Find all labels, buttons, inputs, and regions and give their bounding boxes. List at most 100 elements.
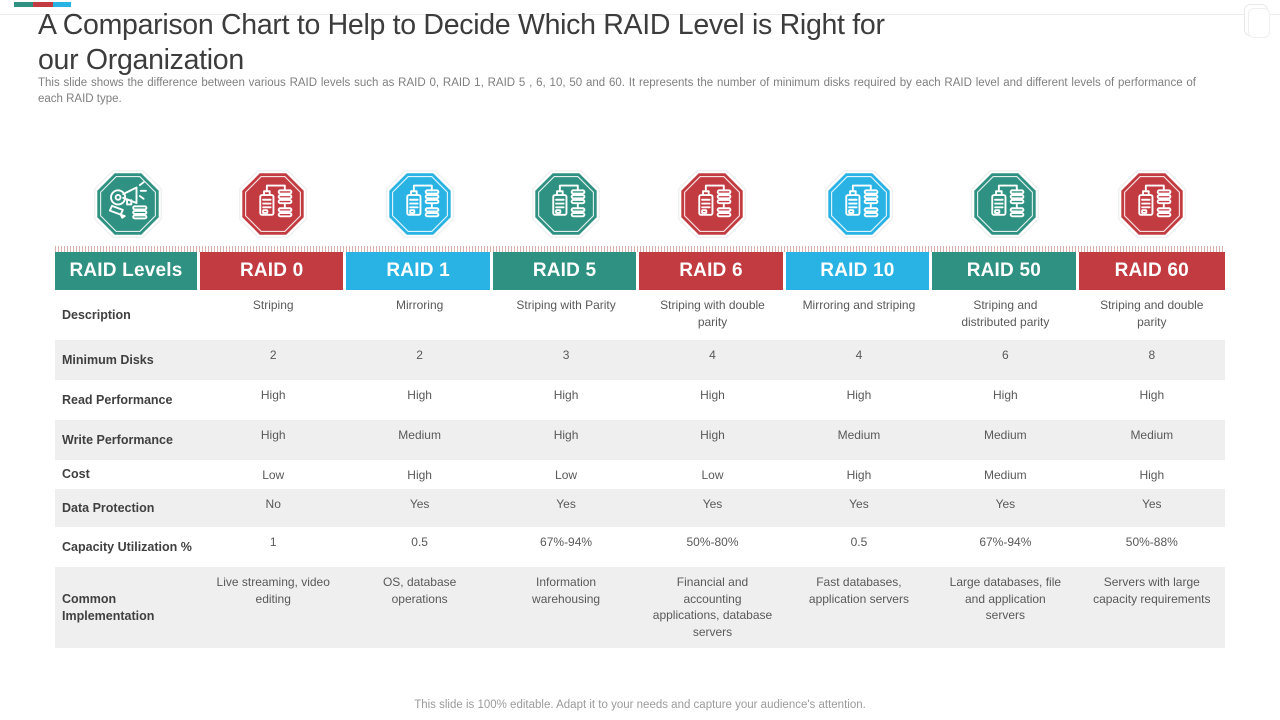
cell: High bbox=[993, 388, 1018, 402]
row-label: Capacity Utilization % bbox=[62, 539, 192, 554]
cell: 67%-94% bbox=[540, 535, 593, 549]
tick-pattern-strip bbox=[55, 246, 1225, 252]
accent-color-bar bbox=[14, 2, 71, 7]
cell: Yes bbox=[702, 497, 723, 511]
icon-cell bbox=[639, 170, 785, 238]
row-label: Cost bbox=[62, 467, 90, 482]
row-label: Read Performance bbox=[62, 392, 173, 407]
cell: 2 bbox=[416, 348, 423, 362]
cell: 0.5 bbox=[411, 535, 428, 549]
icon-cell bbox=[1079, 170, 1225, 238]
icon-cell bbox=[932, 170, 1078, 238]
accent-segment-teal bbox=[14, 2, 33, 7]
cell: 0.5 bbox=[850, 535, 868, 549]
table-row-read-performance: Read Performance High High High High Hig… bbox=[55, 380, 1225, 420]
cell: Low bbox=[555, 468, 578, 482]
cell: Yes bbox=[849, 497, 869, 511]
cell: Financial and accounting applications, d… bbox=[652, 575, 773, 639]
cell: Medium bbox=[398, 428, 441, 442]
header-raid-levels: RAID Levels bbox=[55, 252, 200, 290]
header-raid-1: RAID 1 bbox=[346, 252, 493, 290]
raid-comparison-table: RAID Levels RAID 0 RAID 1 RAID 5 RAID 6 … bbox=[55, 246, 1225, 648]
table-body: Description Striping Mirroring Striping … bbox=[55, 290, 1225, 648]
icon-cell bbox=[786, 170, 932, 238]
server-icon bbox=[1117, 170, 1186, 238]
server-icon bbox=[678, 170, 747, 238]
row-label: Write Performance bbox=[62, 432, 173, 447]
cell: 1 bbox=[269, 535, 277, 549]
table-row-data-protection: Data Protection No Yes Yes Yes Yes Yes Y… bbox=[55, 489, 1225, 527]
cell: Yes bbox=[556, 497, 576, 511]
cell: High bbox=[553, 428, 579, 442]
cell: 6 bbox=[1002, 348, 1009, 362]
cell: High bbox=[846, 468, 872, 482]
page-title-line-1: A Comparison Chart to Help to Decide Whi… bbox=[38, 9, 885, 41]
row-label: Data Protection bbox=[62, 500, 155, 515]
cell: Medium bbox=[1130, 428, 1174, 442]
table-row-cost: Cost Low High Low Low High Medium High bbox=[55, 460, 1225, 489]
megaphone-icon bbox=[93, 170, 162, 238]
cell: Information warehousing bbox=[532, 575, 601, 606]
cell: Striping bbox=[252, 298, 294, 312]
cell: High bbox=[260, 428, 286, 442]
column-icons-row bbox=[55, 170, 1225, 238]
accent-segment-red bbox=[33, 2, 53, 7]
cell: Mirroring and striping bbox=[802, 298, 916, 312]
cell: Low bbox=[701, 468, 724, 482]
cell: OS, database operations bbox=[382, 575, 457, 606]
server-icon bbox=[971, 170, 1040, 238]
table-row-minimum-disks: Minimum Disks 2 2 3 4 4 6 8 bbox=[55, 340, 1225, 380]
cell: 3 bbox=[562, 348, 570, 362]
server-icon bbox=[532, 170, 600, 238]
cell: Striping with double parity bbox=[660, 298, 765, 329]
header-raid-6: RAID 6 bbox=[639, 252, 786, 290]
cell: Large databases, file and application se… bbox=[949, 575, 1062, 623]
row-label: Common Implementation bbox=[62, 592, 155, 623]
cell: Striping and distributed parity bbox=[961, 298, 1050, 329]
header-raid-0: RAID 0 bbox=[200, 252, 347, 290]
cell: 8 bbox=[1148, 348, 1156, 362]
cell: High bbox=[700, 428, 725, 442]
cell: 2 bbox=[269, 348, 277, 362]
row-label: Description bbox=[62, 307, 131, 322]
corner-shape-decoration bbox=[1244, 4, 1270, 38]
table-header-row: RAID Levels RAID 0 RAID 1 RAID 5 RAID 6 … bbox=[55, 252, 1225, 290]
header-divider-line bbox=[0, 14, 1280, 15]
header-raid-10: RAID 10 bbox=[785, 252, 933, 290]
cell: Striping with Parity bbox=[516, 298, 616, 312]
icon-cell bbox=[55, 170, 200, 238]
cell: Medium bbox=[984, 468, 1027, 482]
slide-description: This slide shows the difference between … bbox=[38, 77, 1196, 105]
header-raid-5: RAID 5 bbox=[492, 252, 640, 290]
cell: Striping and double parity bbox=[1100, 298, 1204, 329]
cell: Medium bbox=[984, 428, 1027, 442]
cell: 50%-80% bbox=[686, 535, 739, 549]
cell: 4 bbox=[709, 348, 716, 362]
cell: Yes bbox=[1141, 497, 1162, 511]
cell: 4 bbox=[855, 348, 863, 362]
cell: High bbox=[260, 388, 286, 402]
table-row-write-performance: Write Performance High Medium High High … bbox=[55, 420, 1225, 460]
page-title-line-2: our Organization bbox=[38, 43, 244, 76]
footer-note: This slide is 100% editable. Adapt it to… bbox=[414, 699, 866, 711]
row-label: Minimum Disks bbox=[62, 352, 154, 367]
cell: Mirroring bbox=[395, 298, 444, 312]
header-raid-60: RAID 60 bbox=[1078, 252, 1225, 290]
cell: No bbox=[265, 497, 281, 511]
accent-segment-blue bbox=[53, 2, 71, 7]
table-row-description: Description Striping Mirroring Striping … bbox=[55, 290, 1225, 340]
cell: Yes bbox=[995, 497, 1016, 511]
cell: High bbox=[1139, 388, 1165, 402]
cell: Live streaming, video editing bbox=[216, 575, 330, 606]
server-icon bbox=[385, 170, 454, 238]
cell: Servers with large capacity requirements bbox=[1093, 575, 1211, 606]
table-row-common-implementation: Common Implementation Live streaming, vi… bbox=[55, 567, 1225, 648]
cell: Medium bbox=[837, 428, 881, 442]
cell: 67%-94% bbox=[979, 535, 1032, 549]
cell: High bbox=[700, 388, 725, 402]
icon-cell bbox=[346, 170, 492, 238]
table-row-capacity-utilization: Capacity Utilization % 1 0.5 67%-94% 50%… bbox=[55, 527, 1225, 567]
header-raid-50: RAID 50 bbox=[932, 252, 1079, 290]
cell: Low bbox=[262, 468, 285, 482]
icon-cell bbox=[493, 170, 639, 238]
